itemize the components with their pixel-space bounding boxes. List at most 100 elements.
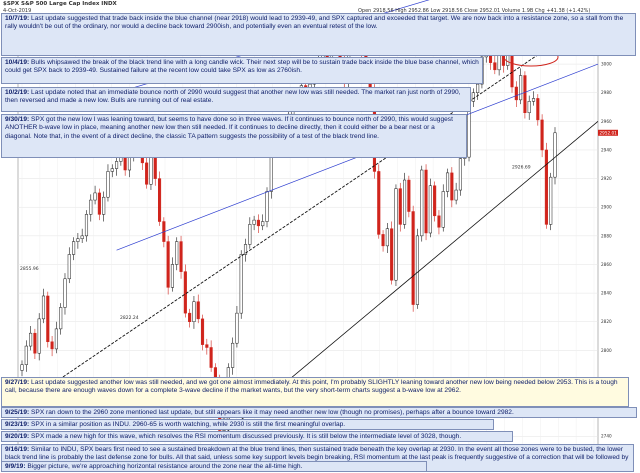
candle-body	[166, 241, 170, 288]
candle-body	[239, 254, 243, 314]
candle-body	[50, 341, 54, 350]
candle-body	[72, 241, 76, 255]
candle-body	[519, 75, 523, 101]
level-annotation: 2822.24	[120, 315, 139, 321]
candle-body	[476, 83, 480, 93]
candle-body	[544, 149, 548, 225]
candle-body	[450, 172, 454, 201]
candle-body	[97, 192, 101, 215]
y-tick-label: 2860	[601, 262, 612, 267]
candle-body	[231, 342, 235, 368]
chart-quote: Open 2918.56 High 2952.86 Low 2918.56 Cl…	[358, 8, 591, 14]
candle-body	[106, 171, 110, 198]
note-text: SPX ran down to the 2960 zone mentioned …	[29, 409, 514, 416]
note-9-27-19: 9/27/19: Last update suggested another l…	[1, 377, 629, 407]
candle-body	[411, 211, 415, 305]
y-tick-label: 2800	[601, 348, 612, 353]
symbol: $SPX	[3, 1, 20, 7]
chart-symbol-title: $SPX S&P 500 Large Cap Index INDX	[3, 1, 117, 7]
y-tick-label: 2820	[601, 319, 612, 324]
candle-body	[471, 92, 475, 102]
candle-body	[265, 191, 269, 222]
exchange: INDX	[101, 1, 117, 7]
candle-body	[385, 228, 389, 247]
note-date: 10/7/19:	[5, 15, 30, 22]
candle-body	[553, 132, 557, 178]
note-date: 10/2/19:	[5, 89, 30, 96]
candle-body	[248, 224, 252, 245]
candle-body	[149, 156, 153, 185]
black-trend-line	[21, 13, 599, 406]
candle-body	[437, 215, 441, 228]
y-tick-label: 2920	[601, 176, 612, 181]
candle-body	[20, 364, 24, 371]
candle-body	[76, 238, 80, 242]
note-9-20-19: 9/20/19: SPX made a new high for this wa…	[1, 431, 513, 442]
candle-body	[428, 185, 432, 234]
candle-body	[188, 312, 192, 322]
candle-body	[41, 295, 46, 320]
candle-body	[192, 301, 196, 322]
candle-body	[407, 179, 411, 212]
candle-body	[243, 244, 248, 255]
note-text: SPX got the new low I was leaning toward…	[5, 116, 453, 140]
candle-body	[403, 179, 407, 225]
candle-body	[514, 86, 518, 101]
note-date: 9/9/19:	[5, 463, 26, 470]
candle-body	[196, 301, 200, 320]
note-9-30-19: 9/30/19: SPX got the new low I was leani…	[1, 114, 467, 158]
note-date: 9/30/19:	[5, 116, 30, 123]
candle-body	[29, 332, 33, 347]
candle-body	[209, 347, 213, 368]
level-annotation: 2926.69	[512, 165, 531, 171]
note-date: 10/4/19:	[5, 59, 30, 66]
candle-body	[67, 254, 71, 280]
candle-body	[102, 196, 106, 215]
note-date: 9/23/19:	[5, 421, 30, 428]
candle-body	[110, 168, 114, 172]
candle-body	[54, 328, 58, 350]
candle-body	[523, 75, 527, 114]
note-date: 9/20/19:	[5, 433, 30, 440]
last-price-label: 2952.01	[600, 130, 618, 135]
candle-body	[205, 344, 209, 348]
candle-body	[24, 345, 28, 365]
candle-body	[390, 228, 394, 281]
note-10-2-19: 10/2/19: Last update noted that an immed…	[1, 87, 471, 112]
y-tick-label: 2740	[601, 434, 612, 439]
note-10-7-19: 10/7/19: Last update suggested that trad…	[1, 13, 636, 56]
y-tick-label: 2960	[601, 119, 612, 124]
note-10-4-19: 10/4/19: Bulls whipsawed the break of th…	[1, 57, 483, 84]
note-text: Bigger picture, we're approaching horizo…	[25, 463, 303, 470]
candle-body	[424, 169, 428, 234]
candle-body	[252, 219, 256, 225]
last-price-tag	[598, 129, 618, 136]
candle-body	[63, 278, 67, 308]
candle-body	[394, 188, 398, 281]
y-tick-label: 2940	[601, 147, 612, 152]
y-tick-label: 2900	[601, 205, 612, 210]
note-date: 9/25/19:	[5, 409, 30, 416]
chart-date: 4-Oct-2019	[3, 8, 32, 14]
candle-body	[510, 55, 514, 88]
candle-body	[200, 318, 205, 345]
index-name: S&P 500 Large Cap Index	[20, 1, 100, 7]
note-text: Last update suggested that trade back in…	[5, 15, 624, 31]
candle-body	[235, 312, 239, 344]
note-text: Bulls whipsawed the break of the black t…	[5, 59, 479, 75]
candle-body	[420, 169, 424, 237]
y-tick-label: 2840	[601, 291, 612, 296]
y-tick-label: 3000	[601, 62, 612, 67]
candle-body	[540, 119, 544, 151]
candle-body	[256, 219, 260, 227]
candle-body	[93, 192, 97, 201]
candle-body	[33, 332, 37, 354]
note-text: SPX in a similar position as INDU. 2960-…	[29, 421, 346, 428]
candle-body	[415, 235, 420, 305]
level-annotation: 2855.96	[20, 266, 39, 272]
candle-body	[183, 271, 187, 314]
candle-body	[493, 62, 497, 71]
y-tick-label: 2980	[601, 90, 612, 95]
candle-body	[170, 264, 174, 288]
candle-body	[175, 241, 179, 265]
